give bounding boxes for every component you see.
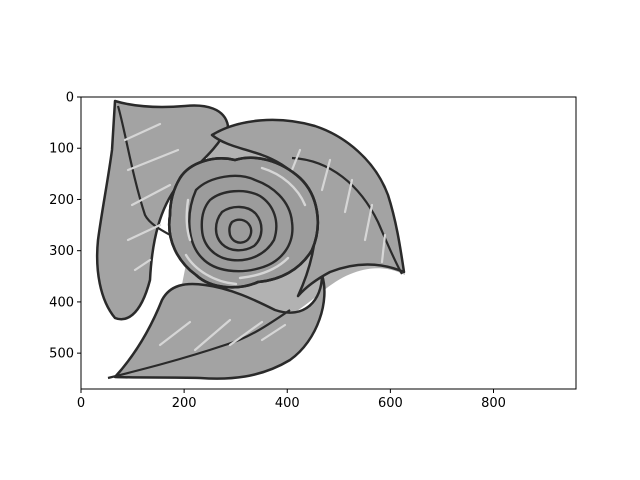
leaf-vein [260, 323, 287, 342]
x-tick-label: 600 [378, 396, 403, 411]
leaf-midrib-lower-left [107, 309, 291, 380]
leaf-vein [126, 148, 180, 172]
leaf-midrib-right [291, 156, 403, 275]
leaf-midrib-upper-left [116, 105, 173, 237]
leaf-lower-left [113, 273, 326, 380]
rose-outline [167, 156, 320, 289]
x-tick-label: 0 [77, 396, 85, 411]
y-tick-label: 100 [49, 142, 74, 157]
rose-petal [228, 218, 253, 244]
leaf-vein [380, 233, 387, 264]
y-tick-label: 0 [66, 91, 74, 106]
rose-petal [188, 174, 294, 273]
image-content [95, 99, 406, 380]
leaf-vein [123, 122, 162, 142]
rose-petal [200, 189, 278, 262]
leaf-vein [363, 203, 374, 242]
leaf-vein [126, 223, 162, 242]
x-tick-label: 200 [172, 396, 197, 411]
y-tick-label: 500 [49, 347, 74, 362]
leaf-vein [130, 183, 172, 207]
petal-highlight [260, 166, 307, 207]
leaf-vein [158, 320, 192, 347]
y-tick-label: 300 [49, 244, 74, 259]
x-tick-label: 400 [275, 396, 300, 411]
x-axis: 0 200 400 600 800 [77, 389, 506, 411]
petal-highlight [238, 256, 290, 280]
leaf-vein [320, 158, 332, 192]
leaf-vein [133, 258, 152, 272]
axes-frame [80, 96, 577, 390]
y-tick-label: 200 [49, 193, 74, 208]
rose-petal [214, 205, 263, 252]
petal-highlight [185, 198, 192, 242]
x-tick-label: 800 [481, 396, 506, 411]
leaf-vein [193, 318, 232, 352]
leaf-vein [228, 320, 264, 347]
y-axis: 0 100 200 300 400 500 [49, 91, 81, 362]
leaf-vein [343, 178, 354, 214]
y-tick-label: 400 [49, 295, 74, 310]
petal-highlight [184, 253, 238, 286]
